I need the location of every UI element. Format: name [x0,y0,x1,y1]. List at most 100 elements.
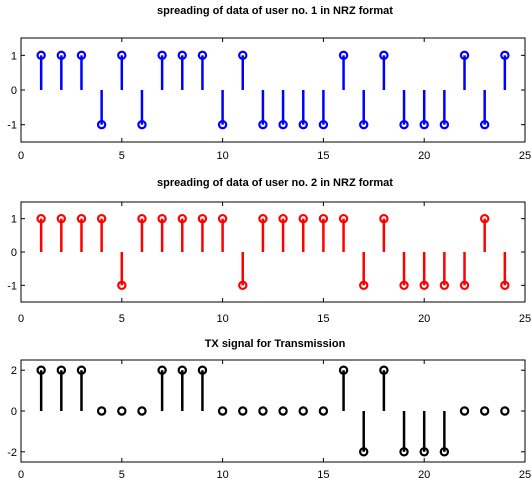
x-tick-label: 15 [317,150,329,162]
stem-marker [258,406,268,416]
stem-marker [76,365,87,375]
x-tick-label: 5 [119,313,125,325]
stem-marker [359,280,369,291]
stem-marker [459,406,470,416]
stem-marker [197,50,208,61]
stem-marker [177,50,187,61]
stem-marker [318,406,329,416]
x-tick-label: 0 [18,313,24,325]
stem-marker [76,213,87,224]
stem-marker [56,213,67,224]
stem-marker [96,213,107,224]
stem-marker [500,406,510,416]
stem-marker [157,213,167,224]
stem-marker [379,365,389,375]
stem-marker [96,119,107,130]
x-tick-label: 15 [317,313,329,325]
stem-marker [197,213,208,224]
stem-marker [479,406,490,416]
stem-marker [399,447,409,457]
y-tick-label: 0 [11,406,17,418]
y-tick-label: 1 [11,50,17,62]
stem-marker [157,50,167,61]
stem-marker [419,119,429,130]
subplot-title: spreading of data of user no. 1 in NRZ f… [157,5,393,17]
y-tick-label: -1 [7,120,17,132]
stem-marker [500,280,510,291]
stem-marker [278,406,288,416]
x-tick-label: 25 [519,469,531,479]
y-tick-label: -2 [7,447,17,459]
stem-marker [318,119,329,130]
x-tick-label: 10 [216,150,228,162]
stem-marker [238,280,248,291]
subplot-title: spreading of data of user no. 2 in NRZ f… [157,177,393,189]
x-tick-label: 25 [519,313,531,325]
stem-marker [500,50,510,61]
stem-marker [318,213,329,224]
subplot-title: TX signal for Transmission [205,338,346,350]
stem-marker [137,406,147,416]
stem-marker [36,213,46,224]
stem-marker [258,119,268,130]
stem-marker [56,50,67,61]
stem-marker [177,365,187,375]
stem-marker [379,213,389,224]
stem-marker [36,365,46,375]
x-tick-label: 15 [317,469,329,479]
stem-marker [399,119,409,130]
x-tick-label: 20 [418,313,430,325]
stem-marker [359,119,369,130]
stem-marker [439,280,450,291]
stem-marker [76,50,87,61]
stem-marker [238,406,248,416]
stem-marker [177,213,187,224]
plot-area [20,359,526,463]
stem-marker [459,280,470,291]
stem-marker [479,119,490,130]
x-tick-label: 5 [119,150,125,162]
stem-marker [197,365,208,375]
stem-marker [137,213,147,224]
y-tick-label: -1 [7,280,17,292]
x-tick-label: 0 [18,469,24,479]
stem-marker [298,119,308,130]
stem-marker [258,213,268,224]
stem-marker [278,213,288,224]
stem-marker [359,447,369,457]
stem-marker [217,213,228,224]
y-tick-label: 2 [11,365,17,377]
stem-marker [56,365,67,375]
stem-marker [419,447,429,457]
stem-marker [36,50,46,61]
x-tick-label: 5 [119,469,125,479]
x-tick-label: 10 [216,469,228,479]
subplot-user1-spreading: spreading of data of user no. 1 in NRZ f… [7,5,531,162]
stem-marker [117,280,127,291]
plot-area [20,201,526,303]
stem-marker [217,406,228,416]
stem-marker [96,406,107,416]
stem-marker [217,119,228,130]
x-tick-label: 20 [418,469,430,479]
stem-marker [278,119,288,130]
stem-marker [439,447,450,457]
stem-marker [399,280,409,291]
stem-marker [238,50,248,61]
y-tick-label: 0 [11,85,17,97]
stem-marker [137,119,147,130]
x-tick-label: 25 [519,150,531,162]
stem-marker [479,213,490,224]
stem-marker [338,365,349,375]
stem-marker [298,213,308,224]
subplot-tx-signal: TX signal for Transmission 0 5 10 15 20 2520-… [7,338,531,479]
stem-marker [298,406,308,416]
x-tick-label: 10 [216,313,228,325]
stem-marker [459,50,470,61]
x-tick-label: 0 [18,150,24,162]
stem-marker [117,406,127,416]
x-tick-label: 20 [418,150,430,162]
stem-marker [338,50,349,61]
stem-marker [338,213,349,224]
